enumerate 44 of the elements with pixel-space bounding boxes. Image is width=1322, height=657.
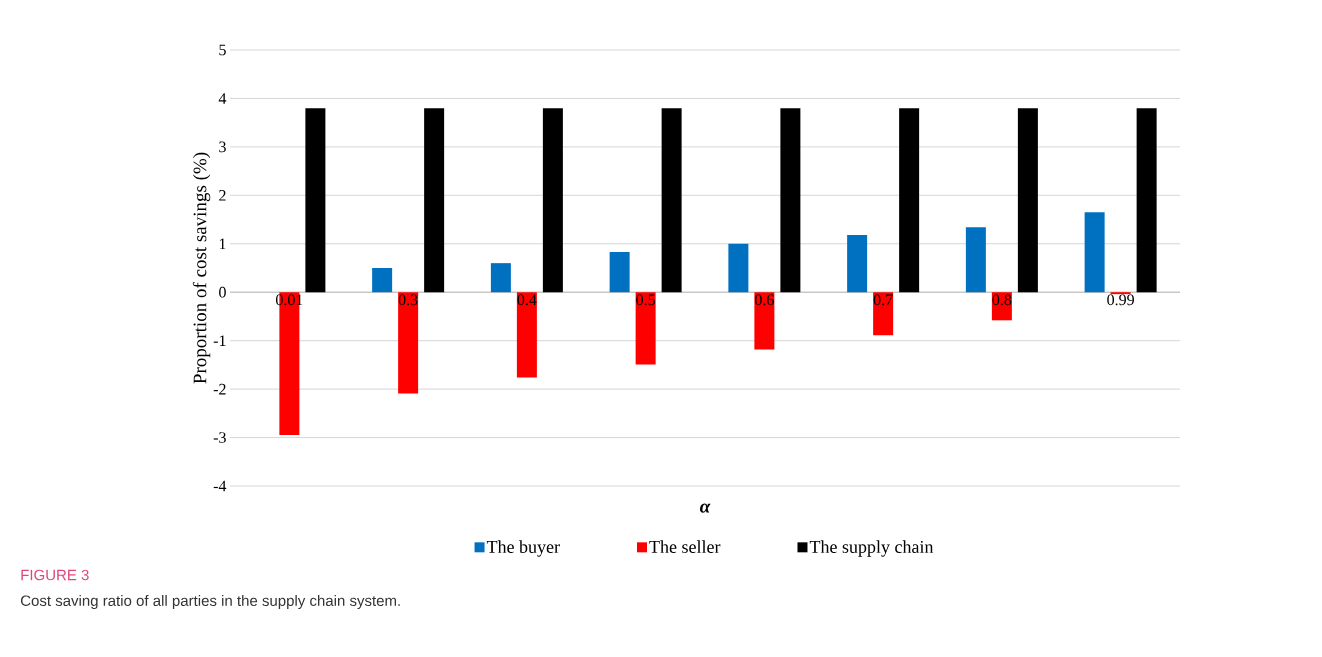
bar bbox=[490, 263, 511, 293]
bar bbox=[780, 108, 801, 293]
bar bbox=[1017, 108, 1038, 293]
text: Cost saving ratio of all parties in the supply chain system. bbox=[20, 595, 400, 609]
bar bbox=[899, 108, 920, 293]
y-tick-label: 3 bbox=[219, 141, 226, 153]
y-tick-label: 1 bbox=[219, 238, 226, 250]
bar bbox=[661, 108, 682, 293]
x-tick-label: 0.8 bbox=[992, 294, 1012, 306]
bar bbox=[516, 292, 537, 378]
x-tick-label: 0.4 bbox=[517, 294, 537, 306]
y-tick-label: 2 bbox=[219, 190, 226, 201]
y-tick-label: -1 bbox=[213, 335, 226, 346]
y-tick-label: -2 bbox=[213, 383, 226, 395]
bar bbox=[847, 235, 868, 293]
bar bbox=[305, 108, 326, 293]
bar bbox=[609, 252, 630, 293]
legend-label: The supply chain bbox=[809, 540, 934, 557]
x-axis-title: α bbox=[700, 503, 711, 513]
y-tick-label: 0 bbox=[219, 286, 226, 298]
x-tick-label: 0.6 bbox=[754, 294, 774, 306]
y-tick-label: 5 bbox=[219, 44, 226, 56]
bar bbox=[1136, 108, 1157, 293]
bar bbox=[728, 243, 749, 293]
bar bbox=[754, 292, 775, 350]
bar bbox=[542, 108, 563, 293]
legend-label: The buyer bbox=[486, 540, 560, 557]
y-tick-label: 4 bbox=[218, 93, 227, 104]
bar bbox=[398, 292, 419, 394]
x-tick-label: 0.7 bbox=[873, 294, 893, 306]
bar bbox=[372, 267, 393, 293]
x-tick-label: 0.3 bbox=[398, 294, 418, 306]
bar bbox=[635, 292, 656, 365]
y-tick-label: -4 bbox=[213, 480, 227, 492]
y-tick-label: -3 bbox=[213, 432, 226, 443]
bar bbox=[1084, 212, 1105, 293]
y-axis-title: Proportion of cost savings (%) bbox=[192, 152, 211, 384]
bar bbox=[424, 108, 445, 293]
caption: FIGURE 3 bbox=[21, 569, 89, 581]
bar bbox=[965, 227, 986, 293]
x-tick-label: 0.5 bbox=[636, 294, 655, 306]
x-tick-label: 0.99 bbox=[1107, 294, 1134, 306]
legend-label: The seller bbox=[649, 540, 721, 553]
bar bbox=[873, 292, 894, 336]
